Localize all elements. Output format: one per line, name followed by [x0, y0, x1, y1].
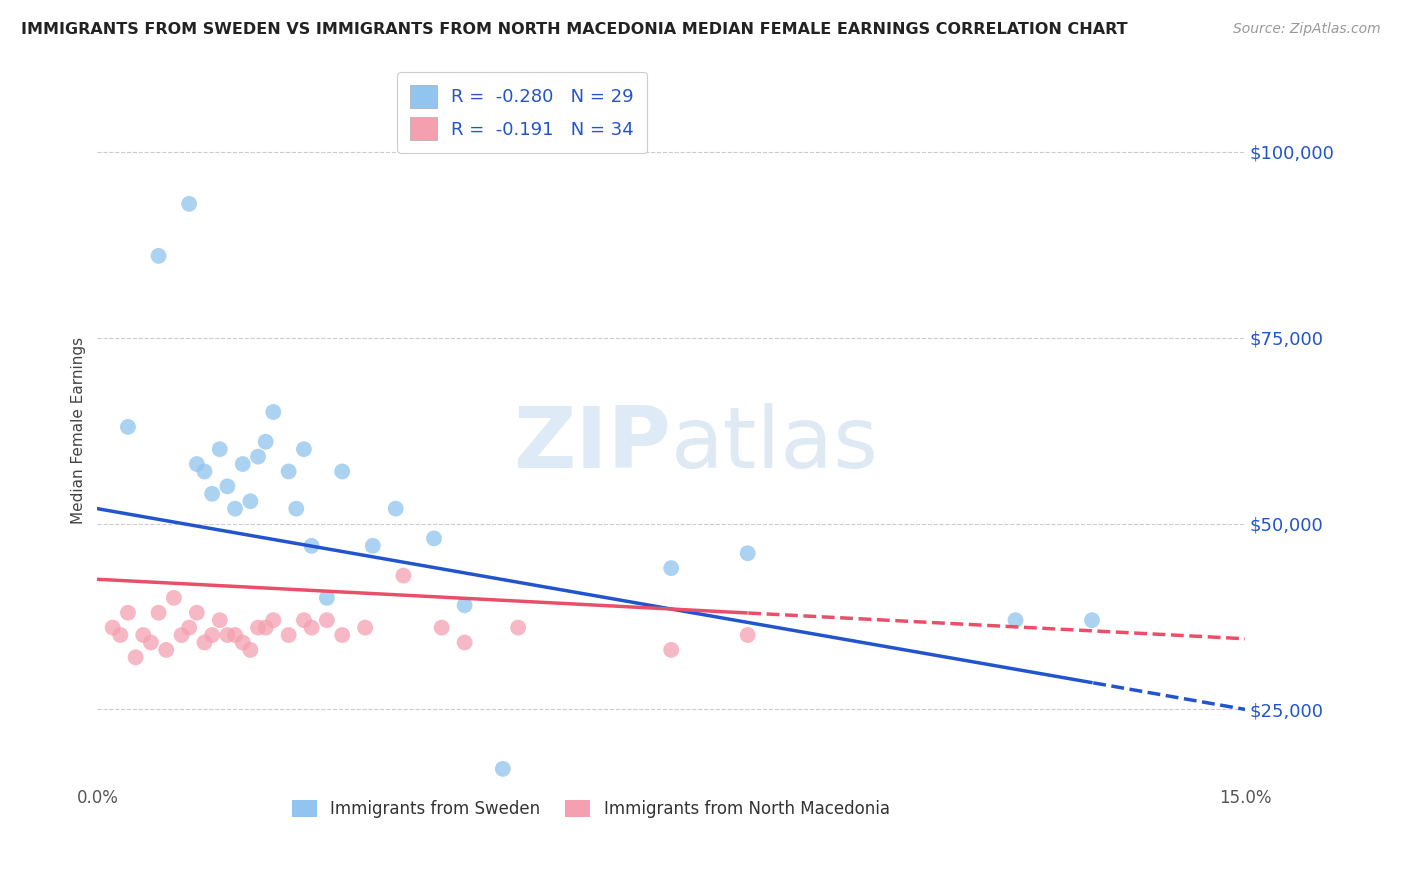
Point	[101, 621, 124, 635]
Point	[384, 501, 406, 516]
Point	[217, 479, 239, 493]
Point	[155, 643, 177, 657]
Point	[292, 613, 315, 627]
Point	[186, 457, 208, 471]
Point	[737, 546, 759, 560]
Point	[148, 606, 170, 620]
Point	[110, 628, 132, 642]
Point	[285, 501, 308, 516]
Point	[301, 539, 323, 553]
Point	[201, 628, 224, 642]
Text: atlas: atlas	[671, 403, 879, 486]
Point	[659, 561, 682, 575]
Point	[453, 635, 475, 649]
Point	[170, 628, 193, 642]
Point	[361, 539, 384, 553]
Point	[132, 628, 155, 642]
Point	[148, 249, 170, 263]
Point	[163, 591, 186, 605]
Point	[201, 487, 224, 501]
Text: IMMIGRANTS FROM SWEDEN VS IMMIGRANTS FROM NORTH MACEDONIA MEDIAN FEMALE EARNINGS: IMMIGRANTS FROM SWEDEN VS IMMIGRANTS FRO…	[21, 22, 1128, 37]
Y-axis label: Median Female Earnings: Median Female Earnings	[72, 337, 86, 524]
Point	[232, 635, 254, 649]
Point	[277, 628, 299, 642]
Point	[239, 494, 262, 508]
Point	[430, 621, 453, 635]
Point	[232, 457, 254, 471]
Point	[208, 613, 231, 627]
Point	[292, 442, 315, 457]
Point	[492, 762, 515, 776]
Point	[193, 465, 215, 479]
Point	[224, 628, 246, 642]
Point	[453, 599, 475, 613]
Point	[392, 568, 415, 582]
Legend: Immigrants from Sweden, Immigrants from North Macedonia: Immigrants from Sweden, Immigrants from …	[285, 793, 897, 825]
Point	[262, 405, 284, 419]
Point	[179, 197, 201, 211]
Point	[117, 606, 139, 620]
Point	[315, 591, 337, 605]
Point	[208, 442, 231, 457]
Point	[330, 628, 353, 642]
Text: Source: ZipAtlas.com: Source: ZipAtlas.com	[1233, 22, 1381, 37]
Point	[117, 420, 139, 434]
Point	[262, 613, 284, 627]
Point	[277, 465, 299, 479]
Point	[254, 621, 277, 635]
Point	[247, 621, 270, 635]
Point	[139, 635, 162, 649]
Point	[186, 606, 208, 620]
Point	[124, 650, 146, 665]
Point	[423, 532, 446, 546]
Point	[179, 621, 201, 635]
Point	[193, 635, 215, 649]
Text: ZIP: ZIP	[513, 403, 671, 486]
Point	[217, 628, 239, 642]
Point	[301, 621, 323, 635]
Point	[659, 643, 682, 657]
Point	[354, 621, 377, 635]
Point	[1004, 613, 1026, 627]
Point	[247, 450, 270, 464]
Point	[239, 643, 262, 657]
Point	[315, 613, 337, 627]
Point	[508, 621, 530, 635]
Point	[254, 434, 277, 449]
Point	[330, 465, 353, 479]
Point	[1081, 613, 1104, 627]
Point	[224, 501, 246, 516]
Point	[737, 628, 759, 642]
